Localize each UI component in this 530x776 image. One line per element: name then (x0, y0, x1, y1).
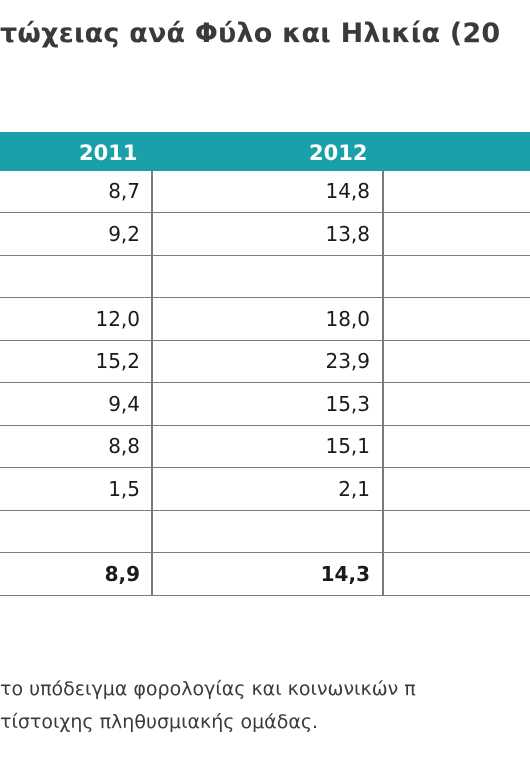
column-header-2011: 2011 (79, 141, 138, 165)
table-row: 15,2 23,9 (0, 341, 530, 383)
cell-2011: 8,7 (108, 179, 140, 203)
column-divider (382, 171, 384, 596)
table-row (0, 256, 530, 298)
cell-2011: 12,0 (95, 306, 140, 331)
footnote-line-1: το υπόδειγμα φορολογίας και κοινωνικών π (0, 678, 416, 700)
cell-2011 (0, 511, 140, 552)
cell-2012: 18,0 (325, 306, 370, 331)
column-header-2012: 2012 (309, 141, 368, 165)
table-title: τώχειας ανά Φύλο και Ηλικία (20 (0, 18, 501, 49)
cell-2012 (152, 511, 370, 552)
cell-2012: 14,3 (320, 561, 370, 586)
cell-2012: 23,9 (325, 349, 370, 373)
table-row: 1,5 2,1 (0, 469, 530, 511)
cell-2011: 15,2 (95, 349, 140, 373)
footnote: το υπόδειγμα φορολογίας και κοινωνικών π… (0, 673, 416, 739)
cell-2012: 15,1 (325, 434, 370, 458)
cell-2012: 2,1 (338, 476, 370, 501)
cell-2012 (152, 256, 370, 297)
table-row: 8,7 14,8 (0, 171, 530, 213)
cell-2012: 13,8 (325, 221, 370, 246)
cell-2011 (0, 256, 140, 297)
cell-2012: 15,3 (325, 391, 370, 416)
cell-2011: 8,9 (104, 561, 140, 586)
cell-2011: 9,4 (108, 391, 140, 416)
table-row (0, 511, 530, 553)
cell-2011: 8,8 (108, 434, 140, 458)
footnote-line-2: τίστοιχης πληθυσμιακής ομάδας. (0, 711, 319, 733)
cell-2011: 1,5 (108, 476, 140, 501)
table-row: 8,8 15,1 (0, 426, 530, 468)
table-row: 9,4 15,3 (0, 384, 530, 426)
table-row: 8,9 14,3 (0, 554, 530, 596)
column-divider (151, 171, 153, 596)
table-row: 9,2 13,8 (0, 214, 530, 256)
cell-2012: 14,8 (325, 179, 370, 203)
table-row: 12,0 18,0 (0, 299, 530, 341)
cell-2011: 9,2 (108, 221, 140, 246)
table-header: 2011 2012 (0, 132, 530, 171)
